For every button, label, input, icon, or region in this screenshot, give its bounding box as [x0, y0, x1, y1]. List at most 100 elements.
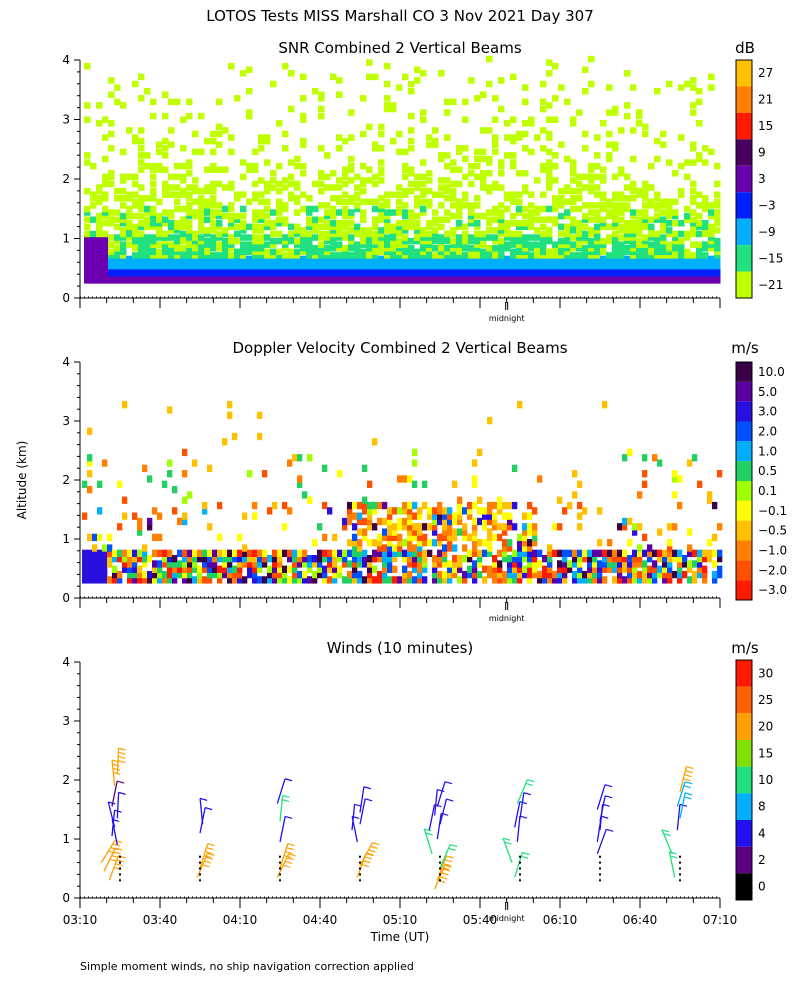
snr-cell: [354, 244, 361, 252]
snr-cell: [630, 195, 637, 202]
snr-cell: [618, 166, 625, 173]
colorbar-label: −3.0: [758, 583, 787, 597]
snr-cell: [678, 277, 685, 284]
doppler-cell: [227, 576, 233, 584]
snr-cell: [636, 230, 643, 238]
snr-cell: [102, 220, 109, 227]
doppler-cell: [527, 570, 533, 579]
doppler-cell: [547, 560, 553, 568]
snr-cell: [468, 262, 475, 270]
doppler-cell: [282, 523, 288, 531]
wind-barb-flag: [363, 860, 371, 864]
snr-cell: [444, 162, 451, 170]
snr-cell: [528, 244, 535, 252]
doppler-cell: [392, 565, 398, 573]
snr-cell: [414, 212, 421, 220]
snr-cell: [396, 205, 403, 213]
snr-cell: [456, 234, 463, 241]
snr-cell: [702, 202, 709, 209]
snr-cell: [150, 255, 157, 263]
snr-cell: [180, 234, 187, 241]
snr-cell: [486, 209, 493, 216]
snr-cell: [294, 255, 301, 263]
doppler-cell: [92, 555, 98, 563]
snr-cell: [708, 230, 715, 238]
snr-cell: [144, 237, 151, 245]
snr-cell: [486, 273, 493, 281]
snr-cell: [390, 105, 397, 113]
snr-cell: [564, 273, 571, 281]
doppler-cell: [112, 576, 118, 584]
snr-cell: [678, 248, 685, 256]
snr-cell: [642, 216, 649, 223]
snr-cell: [390, 273, 397, 281]
wind-barb-shaft: [596, 829, 607, 854]
doppler-cell: [547, 549, 553, 557]
snr-cell: [444, 244, 451, 252]
snr-cell: [702, 159, 709, 166]
snr-cell: [96, 273, 103, 281]
wind-station-dot: [119, 855, 121, 858]
snr-cell: [384, 255, 391, 263]
snr-cell: [318, 91, 325, 98]
snr-cell: [696, 155, 703, 163]
colorbar-label: 0: [758, 880, 766, 894]
snr-cell: [186, 252, 193, 259]
snr-cell: [540, 241, 547, 248]
snr-cell: [654, 212, 661, 220]
snr-cell: [150, 112, 157, 120]
snr-cell: [666, 269, 673, 277]
snr-cell: [576, 262, 583, 270]
snr-cell: [552, 259, 559, 266]
snr-cell: [456, 209, 463, 216]
doppler-cell: [617, 570, 623, 579]
snr-cell: [156, 266, 163, 273]
snr-cell: [378, 145, 385, 152]
snr-cell: [606, 252, 613, 259]
snr-cell: [522, 223, 529, 231]
snr-cell: [582, 269, 589, 277]
doppler-cell: [247, 560, 253, 568]
doppler-cell: [507, 517, 513, 526]
snr-cell: [156, 248, 163, 256]
snr-cell: [354, 255, 361, 263]
snr-cell: [444, 252, 451, 259]
doppler-cell: [182, 448, 188, 457]
doppler-cell: [292, 454, 298, 462]
snr-cell: [348, 195, 355, 202]
snr-cell: [336, 266, 343, 273]
doppler-cell: [352, 570, 358, 579]
snr-cell: [504, 223, 511, 231]
wind-barb-shaft: [436, 781, 446, 807]
snr-cell: [336, 184, 343, 191]
snr-cell: [564, 266, 571, 273]
snr-cell: [402, 220, 409, 227]
snr-cell: [456, 223, 463, 231]
doppler-cell: [322, 555, 328, 563]
snr-cell: [258, 234, 265, 241]
snr-cell: [132, 223, 139, 231]
snr-cell: [138, 220, 145, 227]
snr-cell: [246, 198, 253, 206]
doppler-cell: [527, 549, 533, 557]
wind-barb-shaft: [100, 840, 116, 863]
wind-station-dot: [199, 861, 201, 864]
doppler-cell: [532, 555, 538, 563]
snr-cell: [420, 248, 427, 256]
snr-cell: [654, 269, 661, 277]
doppler-cell: [517, 533, 523, 542]
snr-cell: [120, 216, 127, 223]
snr-cell: [654, 137, 661, 145]
doppler-cell: [577, 570, 583, 579]
snr-cell: [498, 262, 505, 270]
snr-cell: [564, 252, 571, 259]
doppler-cell: [227, 565, 233, 573]
doppler-cell: [127, 570, 133, 579]
snr-cell: [612, 216, 619, 223]
snr-cell: [330, 273, 337, 281]
snr-cell: [612, 109, 619, 116]
snr-cell: [96, 266, 103, 273]
doppler-cell: [532, 539, 538, 547]
doppler-cell: [577, 555, 583, 563]
doppler-cell: [402, 565, 408, 573]
